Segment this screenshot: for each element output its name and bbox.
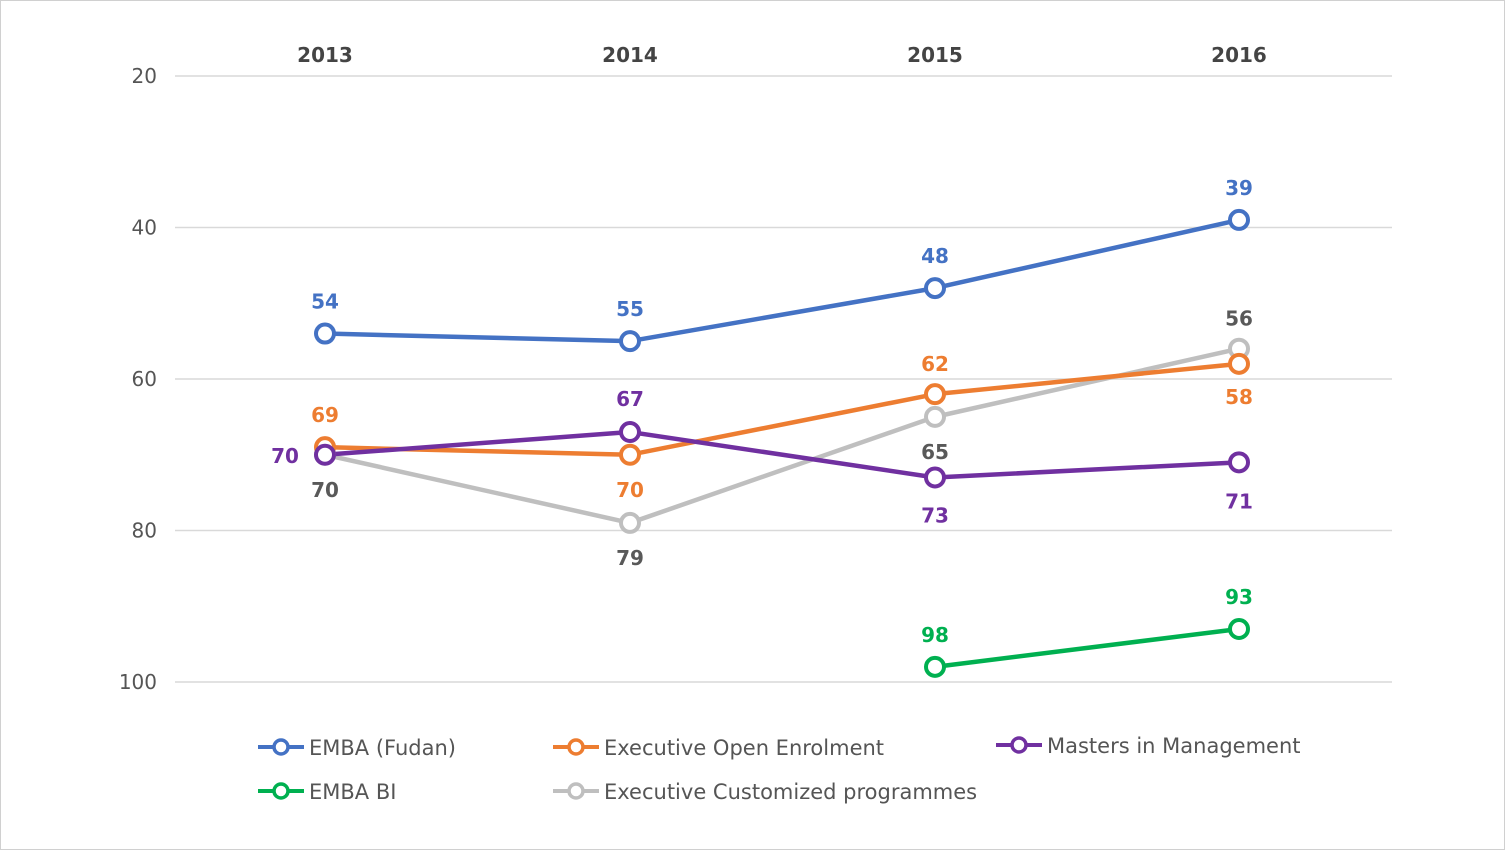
data-point-executive-open-enrolment [924,383,946,406]
data-label-emba-fudan: 55 [616,297,644,321]
data-label-executive-open-enrolment: 70 [616,478,644,502]
y-tick-label: 40 [132,216,157,240]
data-point-emba-fudan [314,322,336,345]
data-label-executive-customized-programmes: 70 [311,478,339,502]
data-point-executive-open-enrolment [619,443,641,466]
legend-marker-executive-open-enrolment [567,738,585,756]
series-line-masters-in-management [324,429,1240,480]
legend-label-masters-in-management: Masters in Management [1047,734,1301,758]
data-label-emba-bi: 93 [1225,585,1253,609]
data-label-masters-in-management: 73 [921,503,949,527]
data-label-emba-fudan: 39 [1225,176,1253,200]
data-point-executive-customized-programmes [619,511,641,534]
data-point-emba-fudan [924,277,946,300]
data-point-executive-customized-programmes [924,405,946,428]
data-label-masters-in-management: 70 [271,444,299,468]
data-point-masters-in-management [314,443,336,466]
data-label-executive-open-enrolment: 58 [1225,385,1253,409]
data-point-executive-open-enrolment [1228,352,1250,375]
legend-marker-emba-fudan [272,738,290,756]
data-label-emba-fudan: 54 [311,290,339,314]
data-label-executive-open-enrolment: 69 [311,403,339,427]
legend-label-emba-bi: EMBA BI [309,780,396,804]
data-point-emba-fudan [1228,208,1250,231]
data-point-emba-fudan [619,330,641,353]
data-point-masters-in-management [924,466,946,489]
legend-marker-executive-customized-programmes [567,782,585,800]
data-label-executive-customized-programmes: 79 [616,546,644,570]
data-label-emba-bi: 98 [921,623,949,647]
y-tick-label: 100 [119,670,157,694]
series-line-executive-open-enrolment [324,361,1240,457]
data-label-executive-customized-programmes: 65 [921,440,949,464]
series-line-emba-bi [934,626,1240,670]
legend-label-executive-open-enrolment: Executive Open Enrolment [604,736,884,760]
data-label-masters-in-management: 71 [1225,489,1253,513]
data-label-executive-customized-programmes: 56 [1225,307,1253,331]
data-label-emba-fudan: 48 [921,244,949,268]
y-tick-label: 20 [132,64,157,88]
data-point-masters-in-management [619,421,641,444]
legend-marker-masters-in-management [1010,736,1028,754]
y-tick-label: 80 [132,519,157,543]
series-line-executive-customized-programmes [324,346,1240,526]
x-tick-label: 2015 [907,43,963,67]
x-tick-label: 2014 [602,43,658,67]
x-tick-label: 2016 [1211,43,1267,67]
data-point-emba-bi [924,655,946,678]
data-point-emba-bi [1228,617,1250,640]
x-tick-label: 2013 [297,43,353,67]
data-label-executive-open-enrolment: 62 [921,352,949,376]
data-point-masters-in-management [1228,451,1250,474]
series-line-emba-fudan [324,217,1240,344]
legend-marker-emba-bi [272,782,290,800]
legend-label-emba-fudan: EMBA (Fudan) [309,736,456,760]
legend-label-executive-customized-programmes: Executive Customized programmes [604,780,977,804]
y-tick-label: 60 [132,367,157,391]
data-label-masters-in-management: 67 [616,387,644,411]
